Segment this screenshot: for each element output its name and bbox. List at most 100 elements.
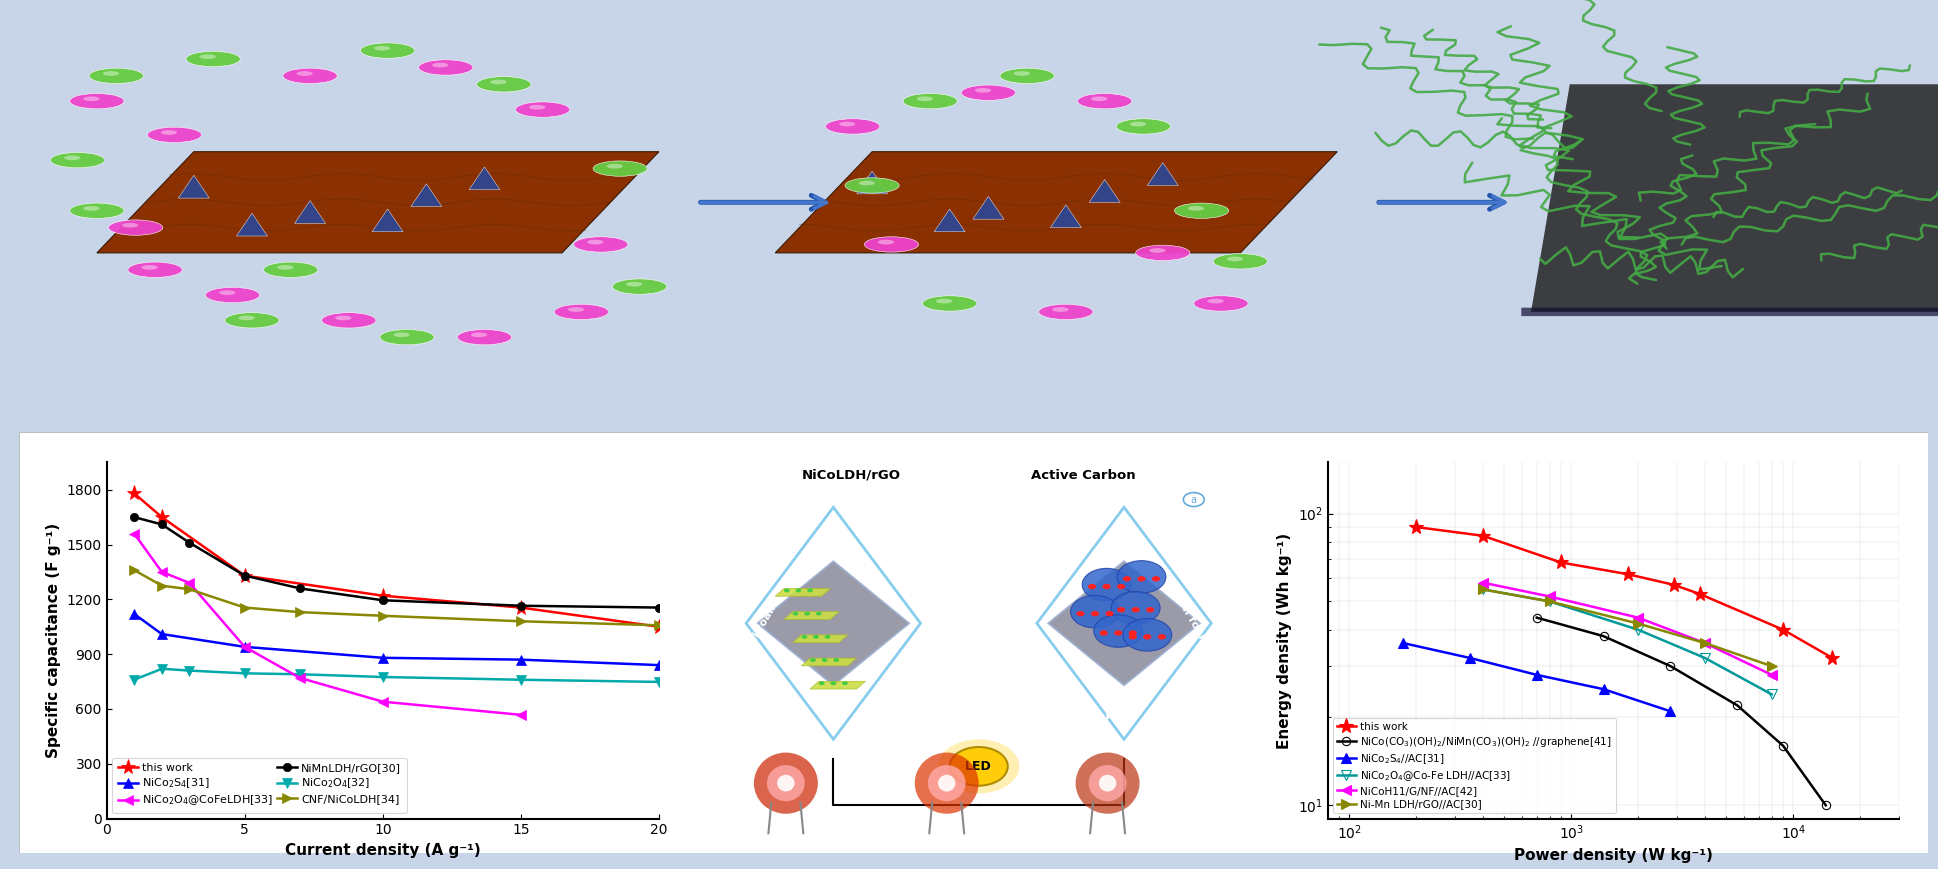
Ellipse shape <box>1116 119 1171 134</box>
Circle shape <box>938 740 1019 793</box>
NiMnLDH/rGO[30] <box>149 519 174 529</box>
Ellipse shape <box>380 329 434 345</box>
Ellipse shape <box>1039 304 1093 320</box>
NiCo$_2$O$_4$[32] <box>289 669 312 680</box>
Ellipse shape <box>1149 249 1165 253</box>
Circle shape <box>1081 568 1132 600</box>
Ellipse shape <box>516 102 570 117</box>
Circle shape <box>1157 634 1167 640</box>
Ni-Mn LDH/rGO//AC[30] <box>1694 638 1717 648</box>
Ellipse shape <box>70 203 124 218</box>
CNF/NiCoLDH[34] <box>370 611 395 621</box>
Text: Ni foam: Ni foam <box>748 600 779 647</box>
NiCo(CO$_3$)(OH)$_2$/NiMn(CO$_3$)(OH)$_2$ //graphene[41] <box>1591 631 1614 641</box>
Circle shape <box>816 612 822 615</box>
NiCo$_2$S$_4$[31] <box>647 660 671 670</box>
Y-axis label: Energy density (Wh kg⁻¹): Energy density (Wh kg⁻¹) <box>1277 533 1293 748</box>
Ellipse shape <box>219 290 234 295</box>
Ellipse shape <box>568 307 583 312</box>
Ellipse shape <box>64 156 79 160</box>
Circle shape <box>1093 614 1143 647</box>
Circle shape <box>1122 619 1172 651</box>
Polygon shape <box>236 213 267 236</box>
Circle shape <box>1099 775 1116 792</box>
NiCo$_2$S$_4$//AC[31] <box>1457 653 1481 663</box>
Polygon shape <box>934 209 965 232</box>
Polygon shape <box>411 183 442 207</box>
Circle shape <box>1105 611 1114 616</box>
this work <box>233 570 256 580</box>
Ellipse shape <box>975 88 990 93</box>
Polygon shape <box>1521 308 1938 316</box>
Ellipse shape <box>961 85 1016 101</box>
Polygon shape <box>1048 561 1200 685</box>
NiCo$_2$O$_4$@CoFeLDH[33] <box>370 696 395 706</box>
Polygon shape <box>469 167 500 189</box>
Circle shape <box>950 747 1008 786</box>
NiMnLDH/rGO[30] <box>510 600 533 611</box>
Ellipse shape <box>322 313 376 328</box>
Polygon shape <box>775 588 829 596</box>
Circle shape <box>1089 765 1126 801</box>
Polygon shape <box>1147 163 1178 185</box>
Ni-Mn LDH/rGO//AC[30] <box>1760 661 1783 672</box>
Ellipse shape <box>374 46 390 50</box>
NiCo$_2$O$_4$@CoFeLDH[33] <box>149 567 174 577</box>
Ellipse shape <box>1213 254 1267 269</box>
Polygon shape <box>1050 205 1081 228</box>
Circle shape <box>841 681 849 685</box>
NiMnLDH/rGO[30] <box>289 583 312 594</box>
Ellipse shape <box>490 80 506 84</box>
NiCo$_2$S$_4$//AC[31] <box>1659 706 1682 717</box>
Ellipse shape <box>70 94 124 109</box>
Ni-Mn LDH/rGO//AC[30] <box>1539 596 1562 607</box>
Line: NiCo(CO$_3$)(OH)$_2$/NiMn(CO$_3$)(OH)$_2$ //graphene[41]: NiCo(CO$_3$)(OH)$_2$/NiMn(CO$_3$)(OH)$_2… <box>1533 614 1829 809</box>
NiCo$_2$S$_4$[31] <box>510 654 533 665</box>
CNF/NiCoLDH[34] <box>233 602 256 613</box>
CNF/NiCoLDH[34] <box>647 620 671 631</box>
Ellipse shape <box>128 262 182 277</box>
Circle shape <box>804 612 810 615</box>
Ellipse shape <box>1014 71 1029 76</box>
Circle shape <box>1128 634 1138 640</box>
NiCo$_2$O$_4$@Co-Fe LDH//AC[33] <box>1471 584 1494 594</box>
NiCo$_2$O$_4$@CoFeLDH[33] <box>122 528 145 539</box>
Ellipse shape <box>161 130 176 135</box>
Ellipse shape <box>200 54 215 59</box>
Circle shape <box>1151 576 1161 581</box>
CNF/NiCoLDH[34] <box>510 616 533 627</box>
Ellipse shape <box>238 315 254 321</box>
X-axis label: Power density (W kg⁻¹): Power density (W kg⁻¹) <box>1514 847 1713 863</box>
this work <box>1471 530 1494 541</box>
CNF/NiCoLDH[34] <box>149 580 174 591</box>
this work <box>1771 625 1795 635</box>
NiCo$_2$O$_4$@CoFeLDH[33] <box>233 641 256 652</box>
CNF/NiCoLDH[34] <box>289 607 312 617</box>
NiMnLDH/rGO[30] <box>370 595 395 606</box>
NiCo(CO$_3$)(OH)$_2$/NiMn(CO$_3$)(OH)$_2$ //graphene[41] <box>1525 613 1548 623</box>
Circle shape <box>1076 611 1085 616</box>
Ellipse shape <box>1194 295 1248 311</box>
Polygon shape <box>758 561 909 685</box>
Polygon shape <box>793 635 847 643</box>
NiCo(CO$_3$)(OH)$_2$/NiMn(CO$_3$)(OH)$_2$ //graphene[41] <box>1814 800 1837 811</box>
Polygon shape <box>810 681 864 689</box>
Ellipse shape <box>225 313 279 328</box>
Line: NiCo$_2$O$_4$@Co-Fe LDH//AC[33]: NiCo$_2$O$_4$@Co-Fe LDH//AC[33] <box>1479 585 1777 700</box>
Circle shape <box>1099 630 1109 635</box>
Line: Ni-Mn LDH/rGO//AC[30]: Ni-Mn LDH/rGO//AC[30] <box>1479 585 1777 671</box>
NiCo$_2$S$_4$//AC[31] <box>1591 684 1614 694</box>
this work <box>647 621 671 632</box>
NiCoH11/G/NF//AC[42] <box>1539 591 1562 601</box>
Circle shape <box>793 612 798 615</box>
Polygon shape <box>1089 180 1120 202</box>
Ellipse shape <box>845 178 899 193</box>
NiCoH11/G/NF//AC[42] <box>1694 638 1717 648</box>
Ellipse shape <box>1130 122 1145 126</box>
Polygon shape <box>178 176 209 198</box>
Y-axis label: Specific capacitance (F g⁻¹): Specific capacitance (F g⁻¹) <box>47 523 60 758</box>
this work <box>1663 580 1686 590</box>
Circle shape <box>1087 584 1097 589</box>
Ellipse shape <box>1207 299 1223 303</box>
Ellipse shape <box>83 206 99 210</box>
